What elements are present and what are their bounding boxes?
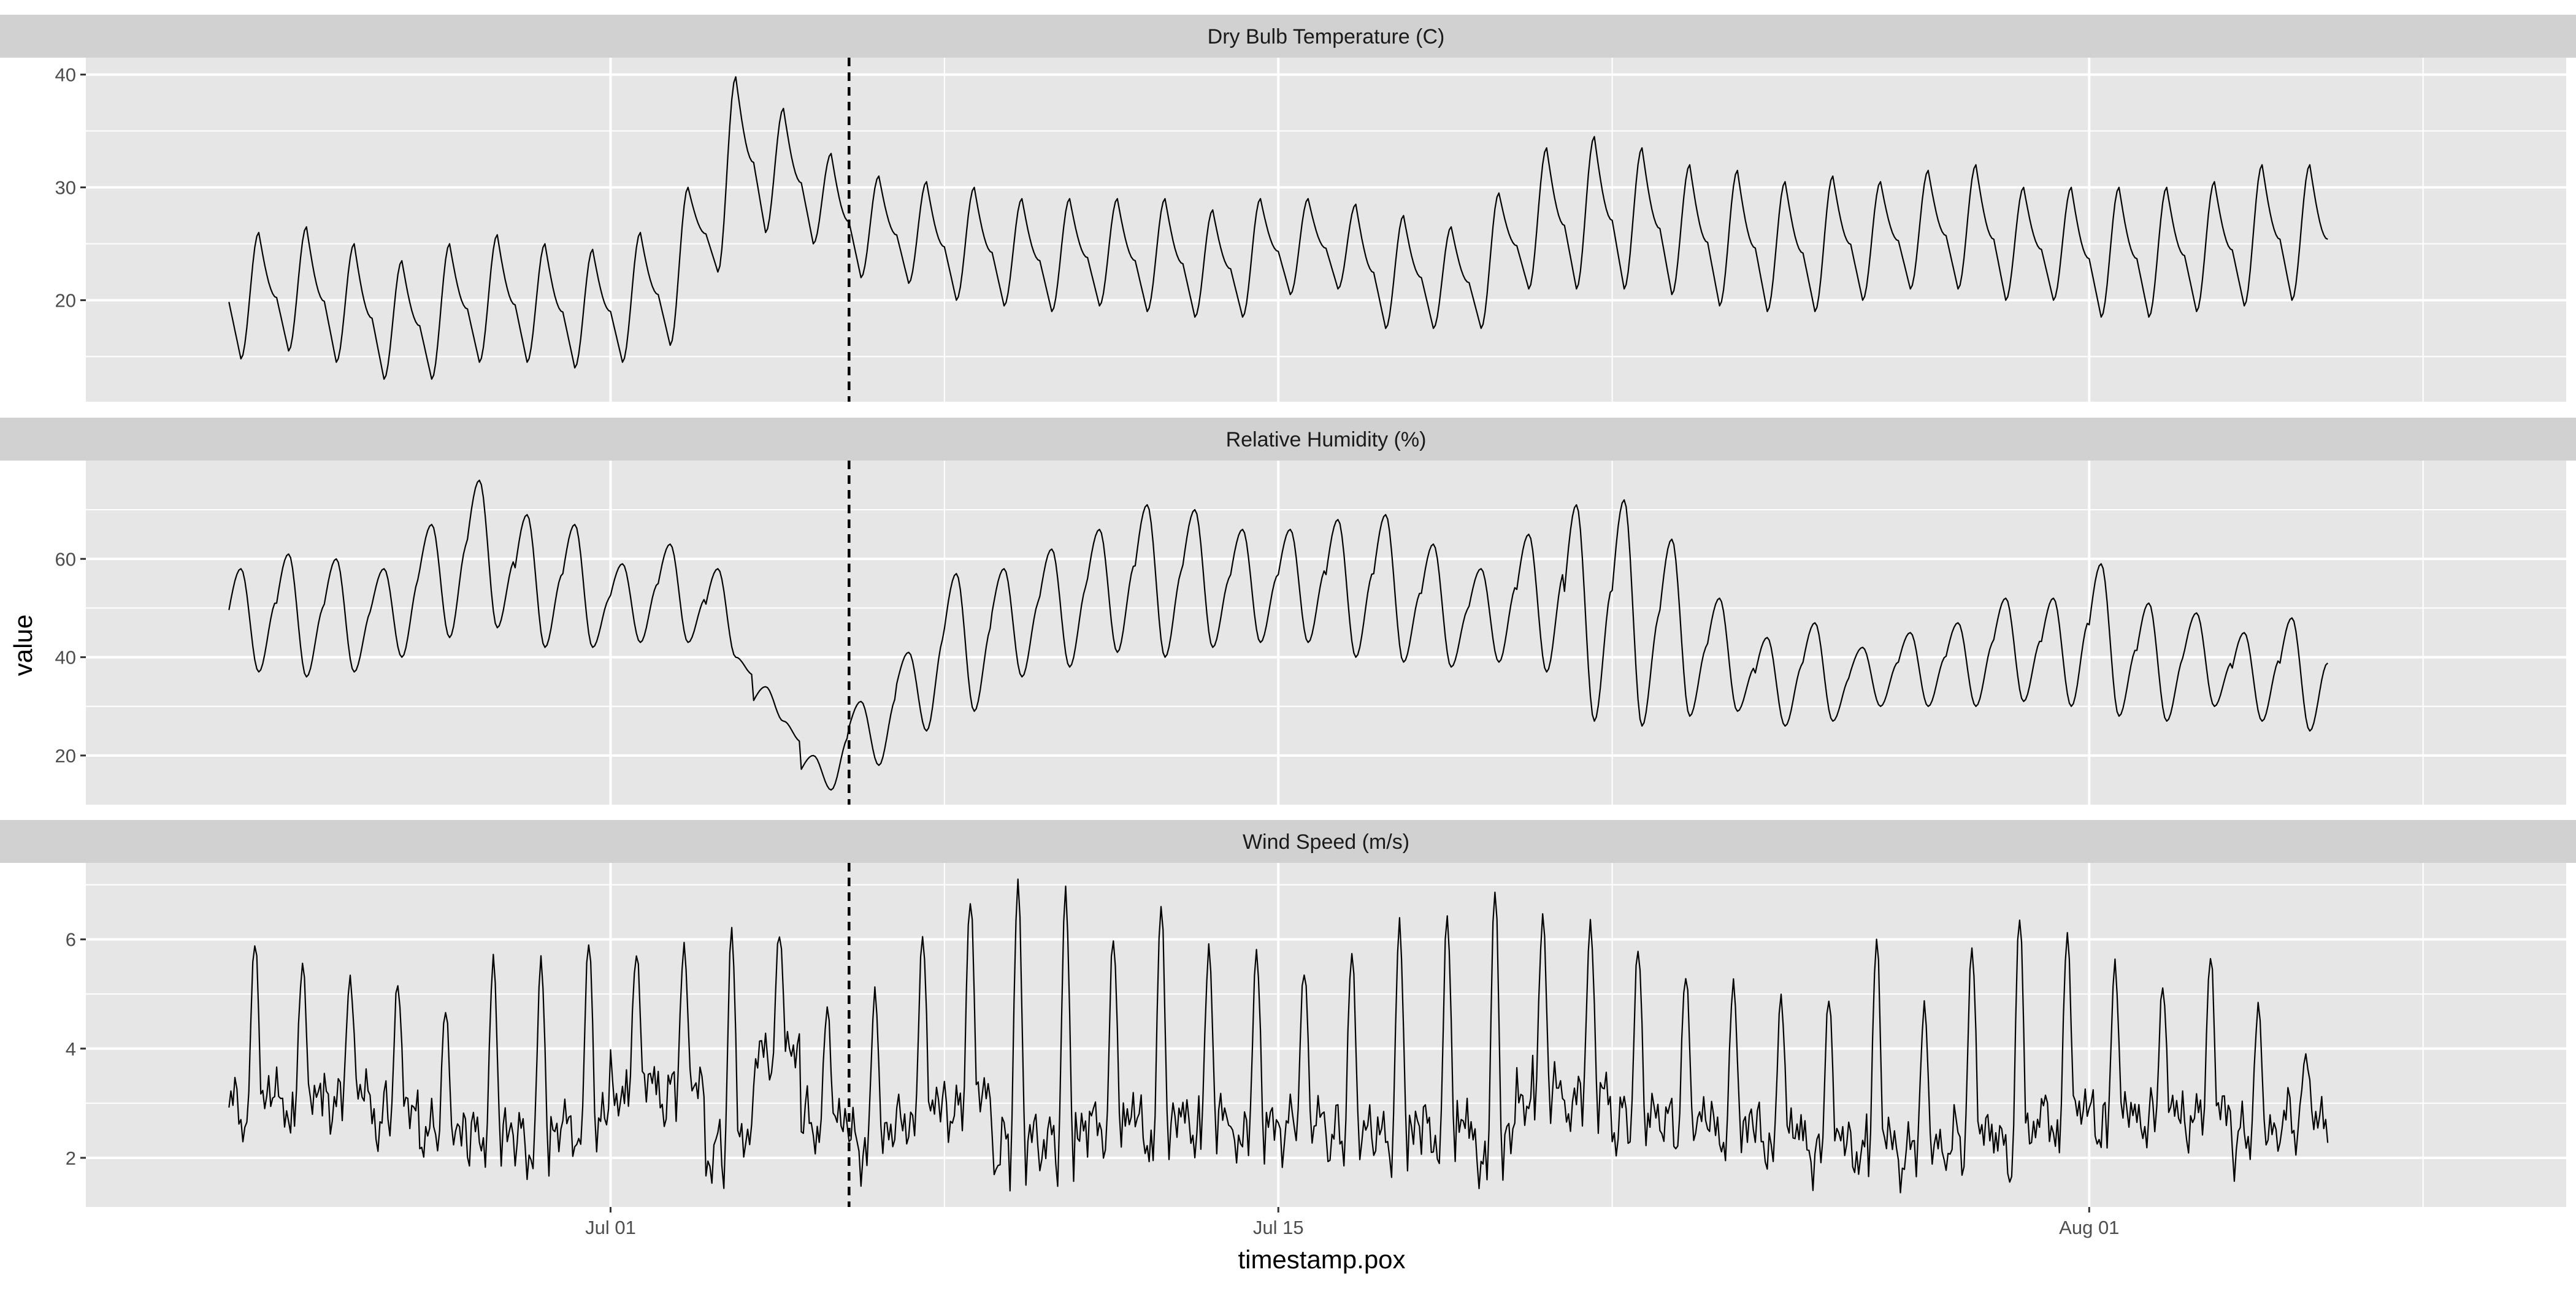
y-tick-label: 60 xyxy=(55,548,76,570)
series-line xyxy=(228,479,2328,791)
y-tick-label: 6 xyxy=(66,929,76,951)
facet-panel: Dry Bulb Temperature (C) 20 30 40 xyxy=(0,15,2576,402)
x-axis-title: timestamp.pox xyxy=(1238,1245,1405,1274)
facet-title: Relative Humidity (%) xyxy=(1226,428,1427,451)
series-line xyxy=(228,878,2329,1193)
series-line xyxy=(228,76,2328,380)
panel-background xyxy=(86,58,2566,402)
panel-background xyxy=(86,863,2566,1207)
y-tick-label: 40 xyxy=(55,64,76,86)
x-tick-label: Jul 15 xyxy=(1253,1217,1304,1238)
y-tick-label: 4 xyxy=(66,1038,76,1060)
y-tick-label: 20 xyxy=(55,289,76,311)
facet-title: Wind Speed (m/s) xyxy=(1243,830,1409,854)
facet-panel: Wind Speed (m/s) 2 4 6 xyxy=(0,820,2576,1207)
y-tick-label: 20 xyxy=(55,745,76,767)
facet-strip-inner xyxy=(86,820,2566,863)
x-axis: Jul 01 Jul 15 Aug 01 xyxy=(585,1207,2119,1238)
x-tick-label: Aug 01 xyxy=(2059,1217,2119,1238)
facet-title: Dry Bulb Temperature (C) xyxy=(1208,25,1445,48)
panel-background xyxy=(86,461,2566,805)
facet-strip-inner xyxy=(86,418,2566,461)
y-tick-label: 2 xyxy=(66,1147,76,1169)
facet-panel: Relative Humidity (%) 20 40 60 xyxy=(0,418,2576,805)
x-tick-label: Jul 01 xyxy=(585,1217,636,1238)
y-tick-label: 40 xyxy=(55,647,76,668)
facet-strip-inner xyxy=(86,15,2566,58)
y-tick-label: 30 xyxy=(55,177,76,199)
y-axis-title: value xyxy=(9,615,37,676)
